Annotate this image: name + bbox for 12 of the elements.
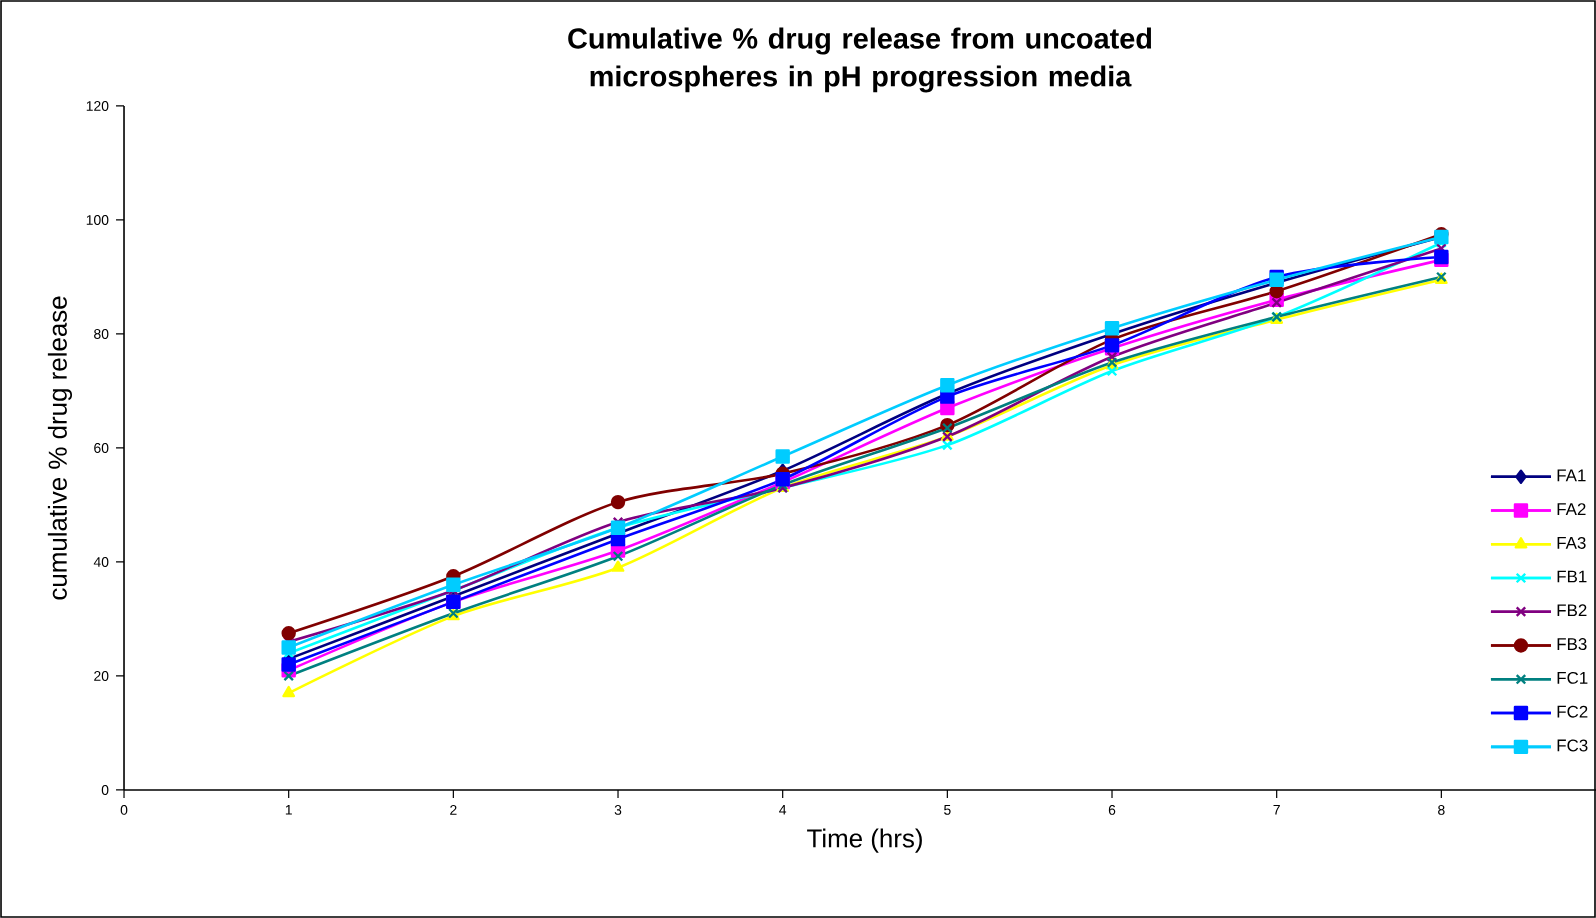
legend-label: FA1 [1557,469,1586,482]
legend-label: FC3 [1557,739,1588,752]
legend-label: FB2 [1557,604,1587,617]
y-axis-title: cumulative % drug release [47,296,73,600]
x-axis-title: Time (hrs) [807,828,922,853]
legend-label: FC1 [1557,671,1588,684]
chart-title: Cumulative % drug release from uncoated microspheres in pH progression media [568,27,1152,93]
legend-label: FB1 [1557,570,1587,583]
legend-label: FA2 [1557,503,1586,515]
legend-label: FA3 [1557,536,1586,549]
legend-label: FB3 [1557,638,1587,651]
legend-label: FC2 [1557,705,1588,718]
